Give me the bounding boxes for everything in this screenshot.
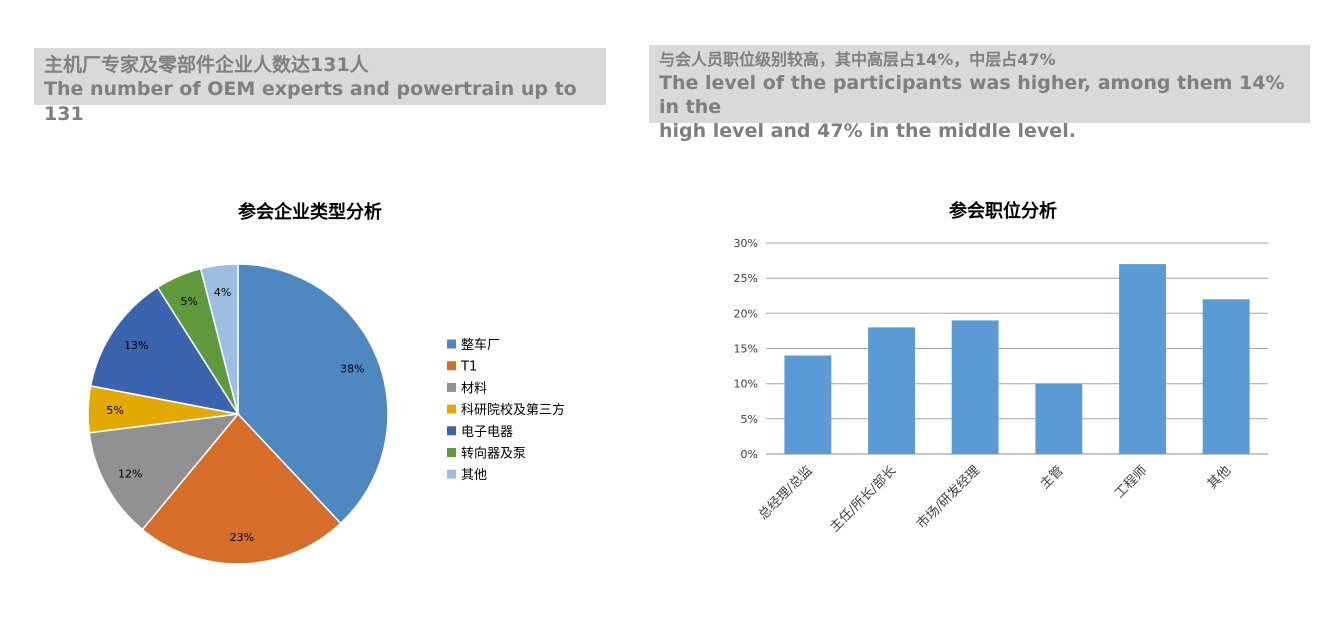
y-tick-label-4: 20% [734, 307, 758, 320]
bar-4 [1035, 383, 1083, 454]
x-category-label-2: 主任/所长/部长 [827, 463, 899, 535]
left-header-banner: 主机厂专家及零部件企业人数达131人 The number of OEM exp… [34, 48, 606, 125]
legend-label-2: T1 [460, 360, 477, 375]
pie-data-label-4: 5% [106, 404, 123, 417]
pie-data-label-7: 4% [214, 286, 231, 299]
bar-1 [784, 355, 832, 454]
x-category-label-4: 主管 [1038, 463, 1067, 492]
right-header-banner: 与会人员职位级别较高，其中高层占14%，中层占47% The level of … [649, 45, 1310, 142]
pie-slice-1 [237, 263, 389, 525]
bar-series [784, 264, 1250, 454]
y-tick-label-1: 5% [741, 413, 758, 426]
right-banner-english-line-2: high level and 47% in the middle level. [659, 120, 1076, 142]
pie-data-label-6: 5% [180, 295, 197, 308]
x-category-label-6: 其他 [1205, 463, 1234, 492]
pie-data-label-3: 12% [118, 467, 142, 480]
pie-slice-5 [89, 286, 240, 416]
legend-swatch-4 [447, 404, 456, 414]
legend-label-1: 整车厂 [461, 337, 500, 353]
legend-label-6: 转向器及泵 [461, 446, 526, 462]
pie-chart: 参会企业类型分析 38% 23% 12% 5% 13% 5% 4% 整车厂 T1 材料科研院校及… [87, 201, 565, 565]
pie-slice-7 [199, 263, 239, 415]
pie-slices [87, 263, 389, 565]
y-tick-label-5: 25% [734, 272, 758, 285]
right-banner-chinese-text: 与会人员职位级别较高，其中高层占14%，中层占47% [659, 50, 1056, 69]
bar-chart-title: 参会职位分析 [949, 200, 1057, 222]
legend-swatch-3 [447, 382, 456, 392]
bar-x-axis-labels: 总经理/总监 主任/所长/部长 市场/研发经理 主管 工程师 其他 [756, 463, 1234, 536]
pie-data-labels: 38% 23% 12% 5% 13% 5% 4% [106, 286, 364, 544]
bar-6 [1202, 299, 1250, 454]
legend-label-7: 其他 [461, 468, 487, 483]
y-tick-label-2: 10% [734, 378, 758, 391]
legend-label-3: 材料 [461, 381, 487, 396]
left-banner-chinese-text: 主机厂专家及零部件企业人数达131人 [44, 54, 369, 76]
legend-swatch-2 [447, 361, 456, 371]
left-banner-english-text: The number of OEM experts and powertrain… [44, 78, 577, 125]
legend-swatch-1 [447, 339, 456, 349]
bar-3 [951, 320, 999, 454]
legend-swatch-5 [447, 426, 456, 436]
bar-5 [1119, 264, 1166, 454]
bar-chart: 参会职位分析 0% 5% 10% 15% 20% 25% 30% 总经理/总监 主任/所长/部… [734, 200, 1268, 535]
legend-label-5: 电子电器 [461, 425, 513, 440]
legend-swatch-6 [447, 448, 456, 457]
x-category-label-3: 市场/研发经理 [913, 463, 983, 533]
legend-swatch-7 [447, 469, 456, 479]
pie-chart-title: 参会企业类型分析 [238, 201, 382, 223]
pie-data-label-5: 13% [124, 339, 148, 352]
y-tick-label-6: 30% [734, 237, 758, 250]
right-banner-english-line-1: The level of the participants was higher… [659, 72, 1285, 118]
y-tick-label-3: 15% [734, 343, 758, 356]
bar-2 [868, 327, 915, 454]
y-tick-label-0: 0% [741, 448, 758, 461]
pie-slice-3 [88, 413, 240, 531]
bar-gridlines [766, 242, 1268, 455]
bar-y-axis-ticks: 0% 5% 10% 15% 20% 25% 30% [734, 237, 758, 461]
pie-data-label-2: 23% [230, 531, 254, 544]
pie-data-label-1: 38% [340, 363, 364, 376]
pie-slice-2 [141, 412, 342, 565]
x-category-label-1: 总经理/总监 [756, 463, 816, 523]
legend-label-4: 科研院校及第三方 [461, 402, 565, 418]
x-category-label-5: 工程师 [1112, 463, 1150, 501]
